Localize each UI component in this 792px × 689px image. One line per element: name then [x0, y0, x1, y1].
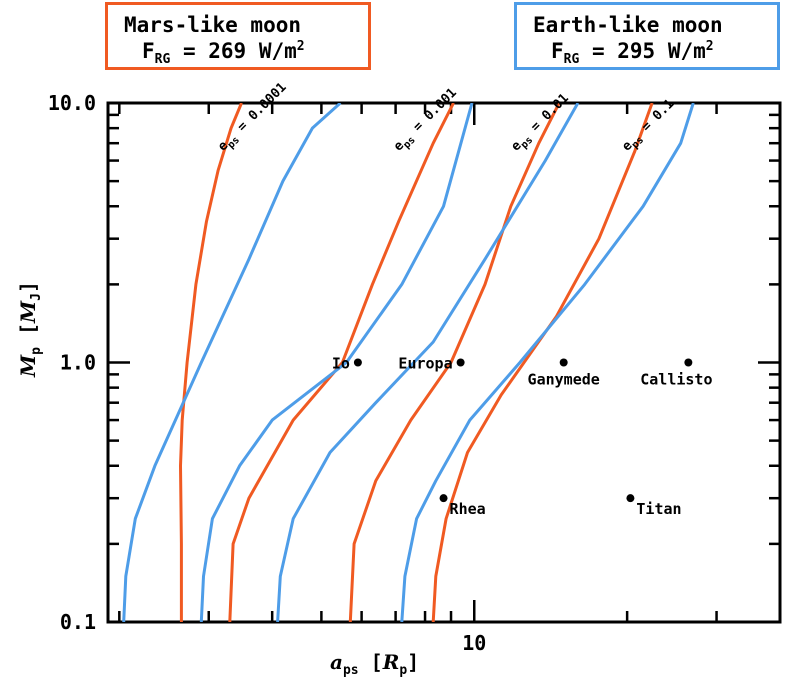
legend-earth-flux: FRG = 295 W/m2 [551, 39, 714, 67]
series-line-earth-3 [199, 103, 474, 622]
series-line-mars-6 [431, 103, 654, 622]
series-line-earth-1 [122, 103, 342, 622]
moon-label: Io [332, 355, 350, 373]
moon-point [684, 358, 693, 367]
legend-mars-flux-value: = 269 W/m [182, 39, 297, 63]
series-line-earth-5 [276, 103, 580, 622]
x-axis-symbol: a [330, 650, 343, 674]
y-tick-label: 1.0 [60, 351, 96, 375]
series-line-mars-2 [228, 103, 455, 622]
y-axis-unit-sub: J [29, 293, 44, 301]
legend-mars-flux: FRG = 269 W/m2 [142, 39, 305, 67]
legend-earth-flux-sub: RG [563, 52, 580, 68]
y-axis-bracket-close: ] [16, 280, 40, 294]
moon-point [439, 494, 448, 503]
x-axis-title: aps [Rp] [330, 650, 419, 678]
moon-label: Ganymede [528, 371, 600, 389]
moon-point [559, 358, 568, 367]
legend-mars-flux-sub: RG [154, 52, 171, 68]
moon-label: Callisto [640, 371, 712, 389]
legend-earth-flux-value: = 295 W/m [591, 39, 706, 63]
curve-label: eps = 0.001 [391, 85, 462, 156]
y-tick-label: 10.0 [48, 91, 96, 115]
legend-earth-title: Earth-like moon [533, 13, 723, 37]
moon-point [626, 494, 635, 503]
series-line-mars-0 [179, 103, 243, 622]
y-axis-bracket-open: [ [16, 322, 40, 348]
y-tick-label: 0.1 [60, 610, 96, 634]
legend-earth-flux-symbol: F [551, 39, 564, 63]
x-axis-symbol-sub: ps [342, 663, 359, 678]
y-axis-unit: M [16, 300, 40, 323]
legend-mars-box: Mars-like moon FRG = 269 W/m2 [105, 2, 371, 70]
moon-label: Rhea [450, 500, 486, 518]
moon-label: Europa [398, 355, 452, 373]
legend-mars-flux-exp: 2 [296, 39, 305, 54]
series-line-earth-7 [400, 103, 695, 622]
moon-label: Titan [636, 500, 681, 518]
series-line-mars-4 [348, 103, 561, 622]
legend-earth-box: Earth-like moon FRG = 295 W/m2 [514, 2, 780, 70]
curve-label: eps = 0.0001 [215, 80, 292, 157]
curve-label: eps = 0.01 [509, 91, 575, 157]
x-axis-bracket-open: [ [358, 650, 383, 674]
x-axis-unit-sub: p [399, 663, 408, 678]
moon-point [456, 358, 465, 367]
x-tick-label: 10 [462, 631, 486, 655]
y-axis-symbol-sub: p [29, 347, 44, 355]
moon-point [353, 358, 362, 367]
legend-mars-title: Mars-like moon [124, 13, 302, 37]
y-axis-title: Mp [MJ] [16, 259, 44, 399]
legend-mars-flux-symbol: F [142, 39, 155, 63]
x-axis-bracket-close: ] [407, 650, 420, 674]
x-axis-unit: R [382, 650, 400, 674]
y-axis-symbol: M [16, 354, 40, 378]
legend-earth-flux-exp: 2 [705, 39, 714, 54]
